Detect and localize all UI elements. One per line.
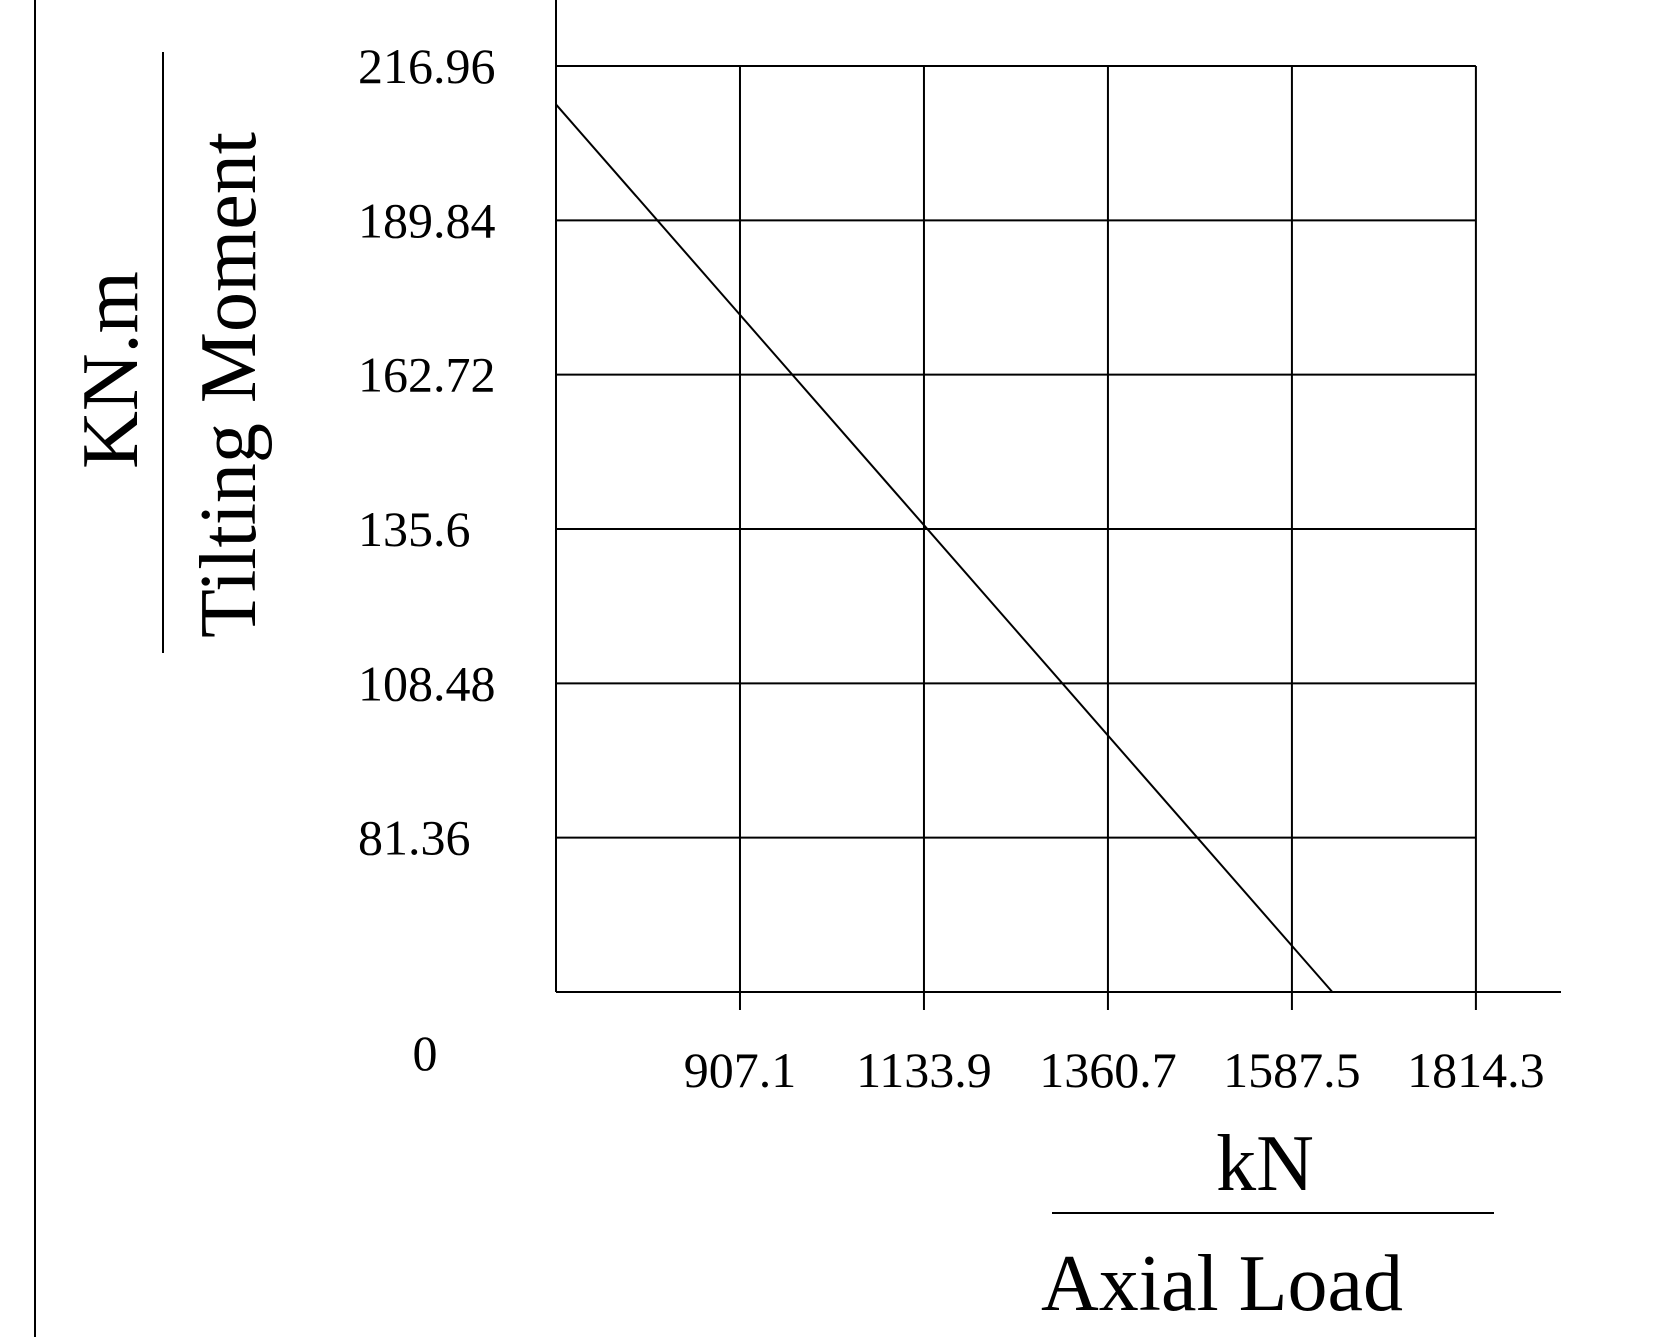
y-tick-label: 162.72 bbox=[358, 347, 496, 403]
y-tick-label: 108.48 bbox=[358, 655, 496, 711]
x-tick-label: 1814.3 bbox=[1407, 1042, 1545, 1098]
x-axis-unit: kN bbox=[1216, 1120, 1314, 1208]
y-tick-label: 135.6 bbox=[358, 501, 471, 557]
data-line bbox=[555, 103, 1334, 993]
y-axis-label: Tilting Moment bbox=[185, 132, 273, 638]
x-tick-label: 1360.7 bbox=[1039, 1042, 1177, 1098]
x-tick-label: 907.1 bbox=[684, 1042, 797, 1098]
y-axis-unit: KN.m bbox=[67, 271, 155, 469]
x-tick-label: 1587.5 bbox=[1223, 1042, 1361, 1098]
x-axis-label: Axial Load bbox=[1041, 1240, 1403, 1328]
origin-label: 0 bbox=[413, 1025, 438, 1081]
x-tick-label: 1133.9 bbox=[856, 1042, 992, 1098]
y-tick-label: 216.96 bbox=[358, 38, 496, 94]
y-tick-label: 189.84 bbox=[358, 192, 496, 248]
y-tick-label: 81.36 bbox=[358, 810, 471, 866]
